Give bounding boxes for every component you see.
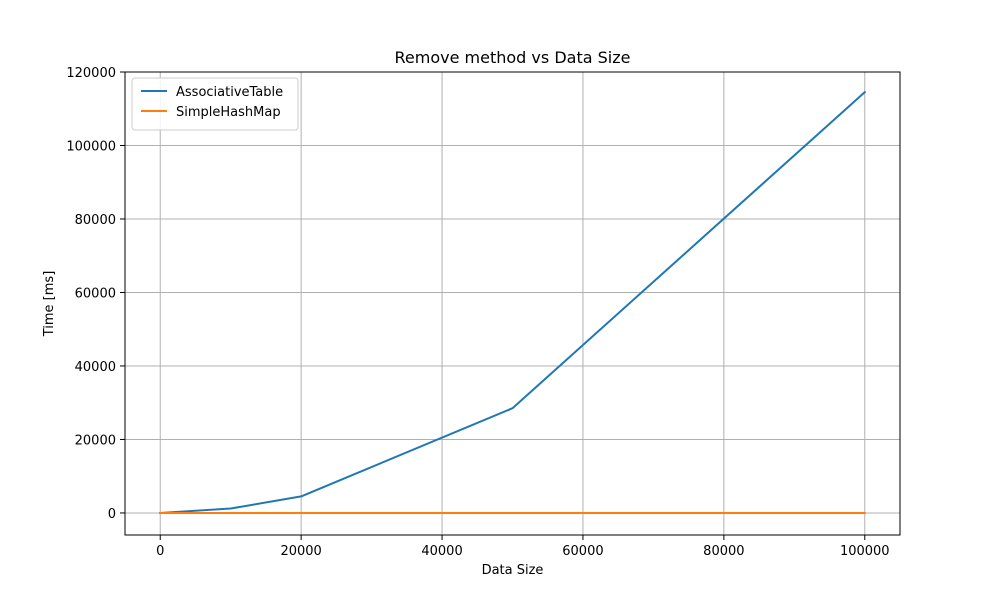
- y-tick-label: 40000: [75, 360, 116, 375]
- x-tick-label: 0: [156, 544, 164, 559]
- y-tick-label: 120000: [66, 66, 116, 81]
- legend-box: [131, 77, 299, 131]
- x-tick-label: 20000: [280, 544, 321, 559]
- plot-frame: [124, 71, 901, 536]
- series-line-0: [159, 90, 867, 515]
- y-tick-label: 80000: [75, 213, 116, 228]
- y-tick-label: 20000: [75, 433, 116, 448]
- x-tick-label: 40000: [421, 544, 462, 559]
- ticks-layer: 0 20000 40000 60000 80000 100000 0 20000 40000 60…: [66, 66, 889, 559]
- y-tick-label: 100000: [66, 139, 116, 154]
- x-tick-label: 100000: [840, 544, 890, 559]
- x-tick-label: 60000: [562, 544, 603, 559]
- legend-label-0: AssociativeTable: [176, 85, 283, 100]
- legend-label-1: SimpleHashMap: [176, 105, 281, 120]
- y-tick-label: 60000: [75, 286, 116, 301]
- x-axis-label: Data Size: [482, 563, 544, 578]
- x-tick-label: 80000: [703, 544, 744, 559]
- y-axis-label: Time [ms]: [42, 271, 57, 338]
- y-tick-label: 0: [108, 507, 116, 522]
- series-layer: [159, 90, 867, 515]
- legend: AssociativeTable SimpleHashMap: [131, 77, 299, 131]
- grid-layer: [125, 71, 900, 535]
- chart-title: Remove method vs Data Size: [395, 48, 631, 67]
